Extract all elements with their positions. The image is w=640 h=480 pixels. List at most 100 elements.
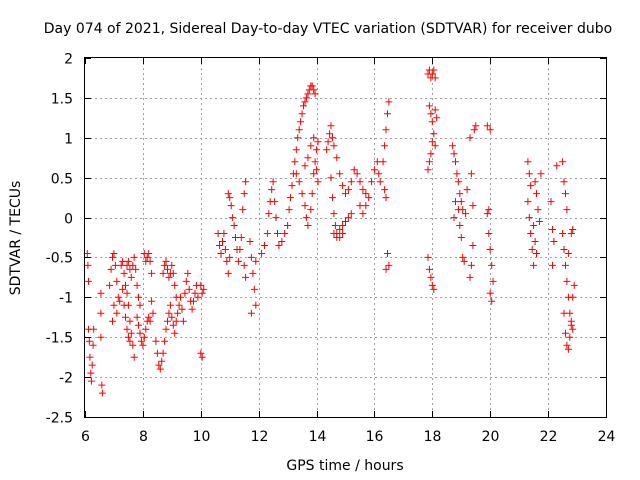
- data-point: [126, 337, 134, 345]
- data-point: [314, 138, 322, 146]
- data-point: [285, 206, 293, 214]
- data-point: [430, 66, 438, 74]
- data-point: [427, 273, 435, 281]
- data-point: [110, 301, 118, 309]
- data-point: [107, 265, 115, 273]
- data-point: [164, 317, 171, 325]
- y-tick-label: 0.5: [51, 172, 73, 188]
- data-point: [98, 389, 106, 397]
- data-point: [161, 337, 169, 345]
- data-point: [533, 190, 540, 198]
- data-point: [292, 170, 300, 178]
- data-point: [171, 281, 179, 289]
- data-point: [467, 170, 475, 178]
- y-tick-label: -0.5: [46, 251, 73, 267]
- data-point: [129, 341, 137, 349]
- data-point: [124, 333, 132, 341]
- data-point: [136, 301, 144, 309]
- data-point: [531, 178, 539, 186]
- data-point: [313, 166, 321, 174]
- x-tick-label: 20: [482, 429, 500, 445]
- data-point: [486, 289, 494, 297]
- data-point: [252, 257, 260, 265]
- data-point: [109, 253, 116, 261]
- data-point: [149, 309, 157, 317]
- data-point: [326, 130, 334, 138]
- data-point: [97, 309, 105, 317]
- data-point: [146, 257, 154, 265]
- data-point: [220, 230, 228, 237]
- data-point: [86, 353, 94, 361]
- data-point: [569, 325, 577, 333]
- x-tick-label: 16: [366, 429, 384, 445]
- data-point: [302, 214, 310, 222]
- data-point: [188, 305, 196, 313]
- data-point: [240, 190, 248, 198]
- data-point: [560, 246, 568, 253]
- data-point: [384, 250, 391, 257]
- data-point: [463, 186, 471, 194]
- data-point: [301, 162, 309, 170]
- data-point: [156, 365, 164, 373]
- data-point: [271, 198, 279, 206]
- data-point: [159, 349, 167, 357]
- data-point: [198, 353, 206, 361]
- data-point: [462, 210, 470, 218]
- data-point: [190, 297, 197, 305]
- data-point: [562, 329, 569, 337]
- data-point: [569, 226, 577, 233]
- data-point: [549, 261, 556, 269]
- data-point: [311, 158, 319, 166]
- x-tick-label: 6: [81, 429, 90, 445]
- data-point: [310, 134, 318, 142]
- data-point: [242, 273, 250, 281]
- data-point: [488, 297, 496, 305]
- data-point: [197, 281, 205, 289]
- data-point: [424, 166, 432, 174]
- data-point: [298, 190, 306, 198]
- data-point: [344, 186, 352, 194]
- data-point: [362, 202, 370, 210]
- data-point: [456, 190, 464, 198]
- data-point: [275, 242, 283, 249]
- data-point: [295, 126, 303, 134]
- data-point: [127, 273, 135, 281]
- data-point: [466, 134, 474, 142]
- data-point: [87, 369, 95, 377]
- data-point: [382, 194, 390, 202]
- data-point: [124, 257, 132, 265]
- data-point: [227, 202, 235, 210]
- data-point: [113, 277, 121, 285]
- data-point: [329, 134, 336, 142]
- data-point: [460, 257, 468, 265]
- data-point: [179, 317, 187, 325]
- y-axis: 2 1.5 1 0.5 0 -0.5 -1 -1.5 -2 -2.5: [46, 52, 606, 427]
- data-point: [486, 126, 494, 134]
- data-point: [152, 337, 160, 345]
- data-point: [84, 261, 92, 269]
- data-point: [166, 301, 174, 309]
- chart-title: Day 074 of 2021, Sidereal Day-to-day VTE…: [44, 21, 612, 37]
- x-tick-label: 14: [309, 429, 327, 445]
- data-point: [122, 313, 129, 321]
- data-point: [165, 309, 173, 317]
- data-point: [381, 186, 389, 194]
- data-point: [452, 198, 459, 206]
- data-point: [454, 206, 462, 214]
- data-point: [450, 214, 458, 222]
- data-point: [106, 281, 114, 289]
- data-point: [560, 178, 568, 186]
- data-point: [454, 178, 462, 186]
- data-point: [370, 166, 378, 174]
- data-point: [229, 214, 237, 222]
- data-points: [83, 66, 578, 397]
- data-point: [110, 250, 118, 257]
- data-point: [469, 202, 477, 210]
- data-point: [528, 246, 536, 253]
- data-point: [425, 158, 433, 166]
- data-point: [324, 138, 332, 146]
- data-point: [294, 134, 302, 142]
- data-point: [249, 269, 257, 277]
- data-point: [234, 257, 242, 265]
- data-point: [524, 198, 532, 206]
